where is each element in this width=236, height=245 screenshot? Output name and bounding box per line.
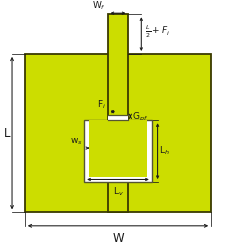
Text: L: L: [4, 127, 11, 140]
Text: W$_f$: W$_f$: [92, 0, 106, 12]
Text: w$_s$: w$_s$: [70, 136, 82, 147]
Bar: [108, 115, 128, 120]
Bar: [89, 120, 147, 177]
Text: $\frac{L}{2}+F_i$: $\frac{L}{2}+F_i$: [145, 24, 170, 40]
Bar: [25, 54, 211, 212]
Text: L$_v$: L$_v$: [113, 185, 123, 198]
Text: W: W: [112, 232, 124, 245]
Text: L$_h$: L$_h$: [160, 145, 170, 158]
Bar: [84, 120, 152, 182]
Text: F$_i$: F$_i$: [97, 98, 106, 110]
Text: G$_{pf}$: G$_{pf}$: [132, 111, 148, 124]
Bar: [108, 14, 128, 212]
